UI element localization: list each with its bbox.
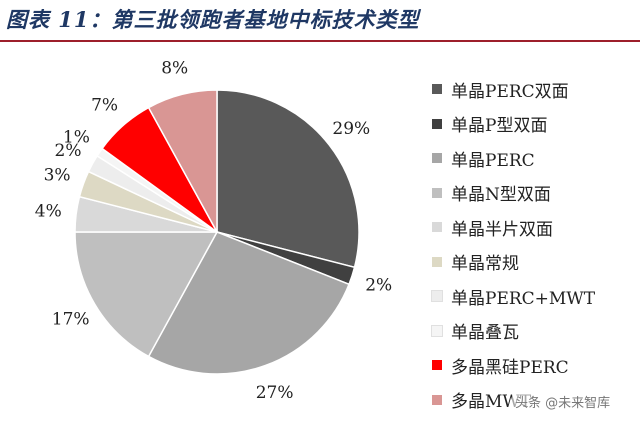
legend-label: 单晶叠瓦 (451, 323, 519, 344)
slice-data-label: 27% (256, 383, 294, 403)
legend-item: 单晶N型双面 (432, 176, 637, 211)
pie-slice (74, 231, 219, 358)
slice-data-label: 2% (55, 141, 82, 161)
slice-data-label: 2% (365, 276, 392, 296)
legend-swatch (431, 324, 443, 337)
chart-title: 图表 11：第三批领跑者基地中标技术类型 (6, 7, 420, 32)
legend-swatch (432, 222, 442, 233)
legend-item: 单晶PERC (432, 141, 637, 176)
legend-label: 多晶黑硅PERC (451, 357, 569, 378)
legend-label: 单晶半片双面 (451, 219, 553, 240)
legend-swatch (432, 118, 442, 129)
legend-swatch (432, 256, 442, 267)
legend-item: 单晶叠瓦 (431, 314, 637, 349)
legend-label: 单晶PERC双面 (451, 81, 569, 102)
legend-label: 单晶P型双面 (451, 116, 548, 137)
title-divider (0, 40, 640, 42)
legend-item: 多晶黑硅PERC (432, 348, 637, 383)
legend-item: 单晶PERC+MWT (431, 279, 637, 314)
legend-swatch (432, 360, 442, 371)
legend-label: 单晶PERC+MWT (451, 288, 596, 309)
pie-slice (147, 231, 351, 375)
legend-label: 多晶MWT (451, 392, 532, 413)
pie-slice (147, 89, 218, 233)
legend-swatch (431, 290, 443, 303)
legend-item: 单晶PERC双面 (432, 72, 637, 107)
slice-data-label: 7% (91, 96, 118, 116)
legend-label: 单晶常规 (451, 254, 519, 275)
slice-data-label: 8% (161, 58, 188, 78)
slice-data-label: 29% (332, 119, 370, 139)
legend-item: 多晶MWT (432, 383, 637, 418)
slice-data-label: 1% (63, 127, 90, 147)
legend-swatch (432, 153, 442, 164)
legend-item: 单晶P型双面 (432, 107, 637, 142)
pie-slice (216, 89, 360, 269)
slice-data-label: 4% (35, 202, 62, 222)
legend-swatch (432, 84, 442, 95)
legend-label: 单晶PERC (451, 150, 535, 171)
legend-item: 单晶常规 (432, 245, 637, 280)
legend-swatch (432, 394, 442, 405)
slice-data-label: 3% (44, 165, 71, 185)
watermark: 头条 @未来智库 (512, 392, 614, 411)
legend: 单晶PERC双面 单晶P型双面 单晶PERC 单晶N型双面 单晶半片双面 单晶常规单晶PE… (431, 72, 637, 418)
legend-label: 单晶N型双面 (451, 185, 551, 206)
legend-swatch (432, 187, 442, 198)
legend-item: 单晶半片双面 (432, 210, 637, 245)
slice-data-label: 17% (52, 310, 90, 330)
